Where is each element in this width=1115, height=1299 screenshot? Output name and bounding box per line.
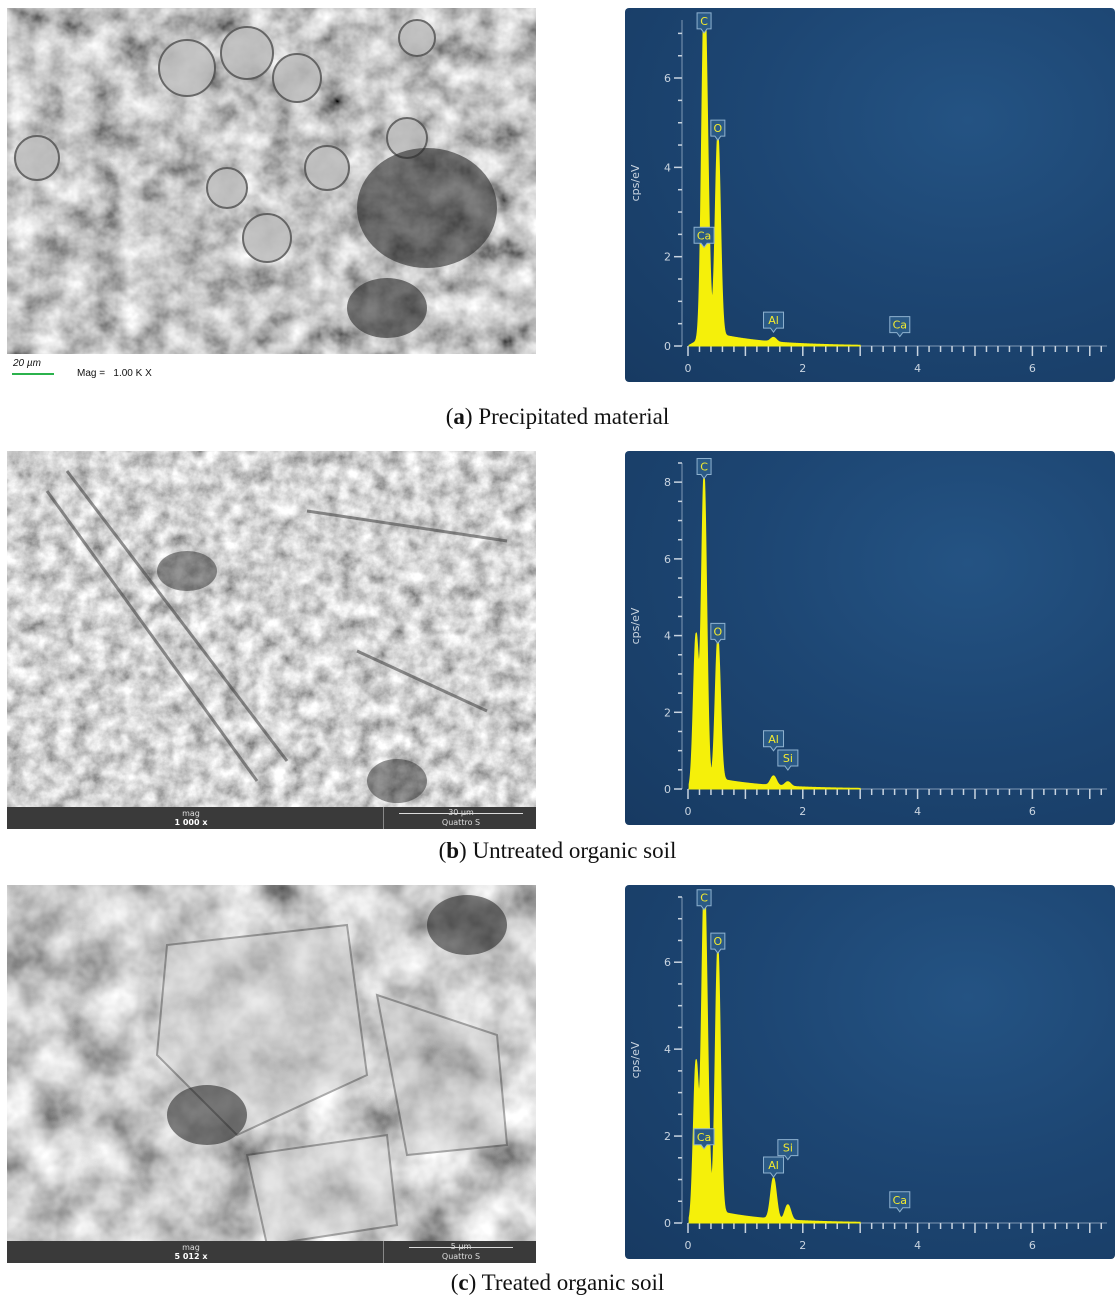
element-label: Si <box>777 1139 799 1161</box>
caption-letter-a: a <box>453 404 465 429</box>
svg-text:Ca: Ca <box>697 229 711 242</box>
sem-texture-c <box>7 885 536 1263</box>
caption-b: (b) Untreated organic soil <box>438 838 677 863</box>
scale-bar-b <box>399 813 523 814</box>
caption-a: (a) Precipitated material <box>445 404 670 429</box>
x-tick-label: 2 <box>799 362 806 375</box>
sem-image-c: mag 5 012 x 5 µm Quattro S <box>7 885 536 1263</box>
y-tick-label: 6 <box>664 553 671 566</box>
element-label: Ca <box>889 316 911 338</box>
y-tick-label: 6 <box>664 72 671 85</box>
svg-text:Al: Al <box>768 733 779 746</box>
sem-info-bar-a: 20 µm Mag = 1.00 K X <box>7 354 536 396</box>
y-axis-label: cps/eV <box>629 607 642 644</box>
x-tick-label: 6 <box>1029 805 1036 818</box>
y-tick-label: 2 <box>664 1130 671 1143</box>
x-tick-label: 0 <box>685 1239 692 1252</box>
y-axis-label: cps/eV <box>629 1041 642 1078</box>
y-tick-label: 8 <box>664 476 671 489</box>
element-label: Ca <box>693 226 715 249</box>
element-label: Al <box>763 1156 785 1178</box>
x-tick-label: 2 <box>799 805 806 818</box>
element-label: C <box>696 12 712 34</box>
x-tick-label: 2 <box>799 1239 806 1252</box>
caption-text-c: Treated organic soil <box>481 1270 665 1295</box>
y-tick-label: 4 <box>664 161 671 174</box>
element-label: O <box>710 932 726 954</box>
y-tick-label: 4 <box>664 630 671 643</box>
y-tick-label: 0 <box>664 340 671 353</box>
caption-text-a: Precipitated material <box>478 404 670 429</box>
element-label: Ca <box>693 1128 715 1150</box>
sem-image-a: 20 µm Mag = 1.00 K X <box>7 8 536 396</box>
svg-text:Si: Si <box>783 1142 793 1155</box>
svg-text:O: O <box>714 625 723 638</box>
eds-chart-a: cps/eV 0 2 4 6 0 2 4 6 C O Ca Al Ca <box>629 12 1107 375</box>
element-label: O <box>710 119 726 141</box>
spectrum-area <box>688 19 861 347</box>
svg-text:C: C <box>700 15 708 28</box>
y-tick-label: 0 <box>664 1217 671 1230</box>
svg-text:Si: Si <box>783 752 793 765</box>
sem-divider-1-b <box>383 807 384 829</box>
x-tick-label: 0 <box>685 362 692 375</box>
x-tick-label: 4 <box>914 805 921 818</box>
element-label: Al <box>763 730 785 752</box>
caption-letter-b: b <box>446 838 460 863</box>
scale-bar-c <box>409 1247 513 1248</box>
eds-chart-c: cps/eV 0 2 4 6 0 2 4 6 C O Ca Si Al Ca <box>629 889 1107 1252</box>
sem-image-b: mag 1 000 x 30 µm Quattro S <box>7 451 536 829</box>
element-label: Al <box>763 311 785 333</box>
mag-label-b: mag <box>182 809 200 818</box>
y-axis-label: cps/eV <box>629 164 642 201</box>
eds-spectrum-b: cps/eV 0 2 4 6 8 0 2 4 6 C O Al Si <box>625 451 1115 825</box>
svg-text:Al: Al <box>768 314 779 327</box>
element-label: C <box>696 458 712 480</box>
element-label: C <box>696 889 712 911</box>
sem-divider-1-c <box>383 1241 384 1263</box>
scale-label-c: 5 µm <box>450 1242 472 1251</box>
element-label: Ca <box>889 1191 911 1213</box>
caption-letter-c: c <box>458 1270 469 1295</box>
svg-text:Ca: Ca <box>893 1194 907 1207</box>
caption-text-b: Untreated organic soil <box>472 838 677 863</box>
scale-bar-a <box>12 373 54 375</box>
sem-info-bar-c: mag 5 012 x 5 µm Quattro S <box>7 1241 536 1263</box>
sem-info-bar-b: mag 1 000 x 30 µm Quattro S <box>7 807 536 829</box>
eds-spectrum-c: cps/eV 0 2 4 6 0 2 4 6 C O Ca Si Al Ca <box>625 885 1115 1259</box>
scale-label-b: 30 µm <box>448 808 474 817</box>
svg-text:O: O <box>714 122 723 135</box>
instrument-c: Quattro S <box>441 1252 481 1261</box>
x-tick-label: 4 <box>914 362 921 375</box>
x-tick-label: 6 <box>1029 362 1036 375</box>
svg-text:O: O <box>714 935 723 948</box>
svg-text:Al: Al <box>768 1159 779 1172</box>
sem-texture-a <box>7 8 536 396</box>
element-label: Si <box>777 749 799 771</box>
mag-value-b: 1 000 x <box>174 818 208 827</box>
y-tick-label: 4 <box>664 1043 671 1056</box>
svg-text:C: C <box>700 892 708 905</box>
x-tick-label: 0 <box>685 805 692 818</box>
y-tick-label: 0 <box>664 783 671 796</box>
caption-c: (c) Treated organic soil <box>450 1270 665 1295</box>
svg-text:C: C <box>700 461 708 474</box>
y-tick-label: 2 <box>664 706 671 719</box>
y-tick-label: 2 <box>664 251 671 264</box>
mag-label-c: mag <box>182 1243 200 1252</box>
element-label: O <box>710 622 726 645</box>
x-tick-label: 6 <box>1029 1239 1036 1252</box>
svg-text:Ca: Ca <box>697 1131 711 1144</box>
mag-label-a: Mag = 1.00 K X <box>77 368 152 379</box>
eds-chart-b: cps/eV 0 2 4 6 8 0 2 4 6 C O Al Si <box>629 458 1107 818</box>
instrument-b: Quattro S <box>441 818 481 827</box>
scale-label-a: 20 µm <box>13 358 41 369</box>
sem-texture-b <box>7 451 536 829</box>
y-tick-label: 6 <box>664 956 671 969</box>
eds-spectrum-a: cps/eV 0 2 4 6 0 2 4 6 C O Ca Al Ca <box>625 8 1115 382</box>
mag-value-c: 5 012 x <box>174 1252 208 1261</box>
x-tick-label: 4 <box>914 1239 921 1252</box>
svg-text:Ca: Ca <box>893 319 907 332</box>
